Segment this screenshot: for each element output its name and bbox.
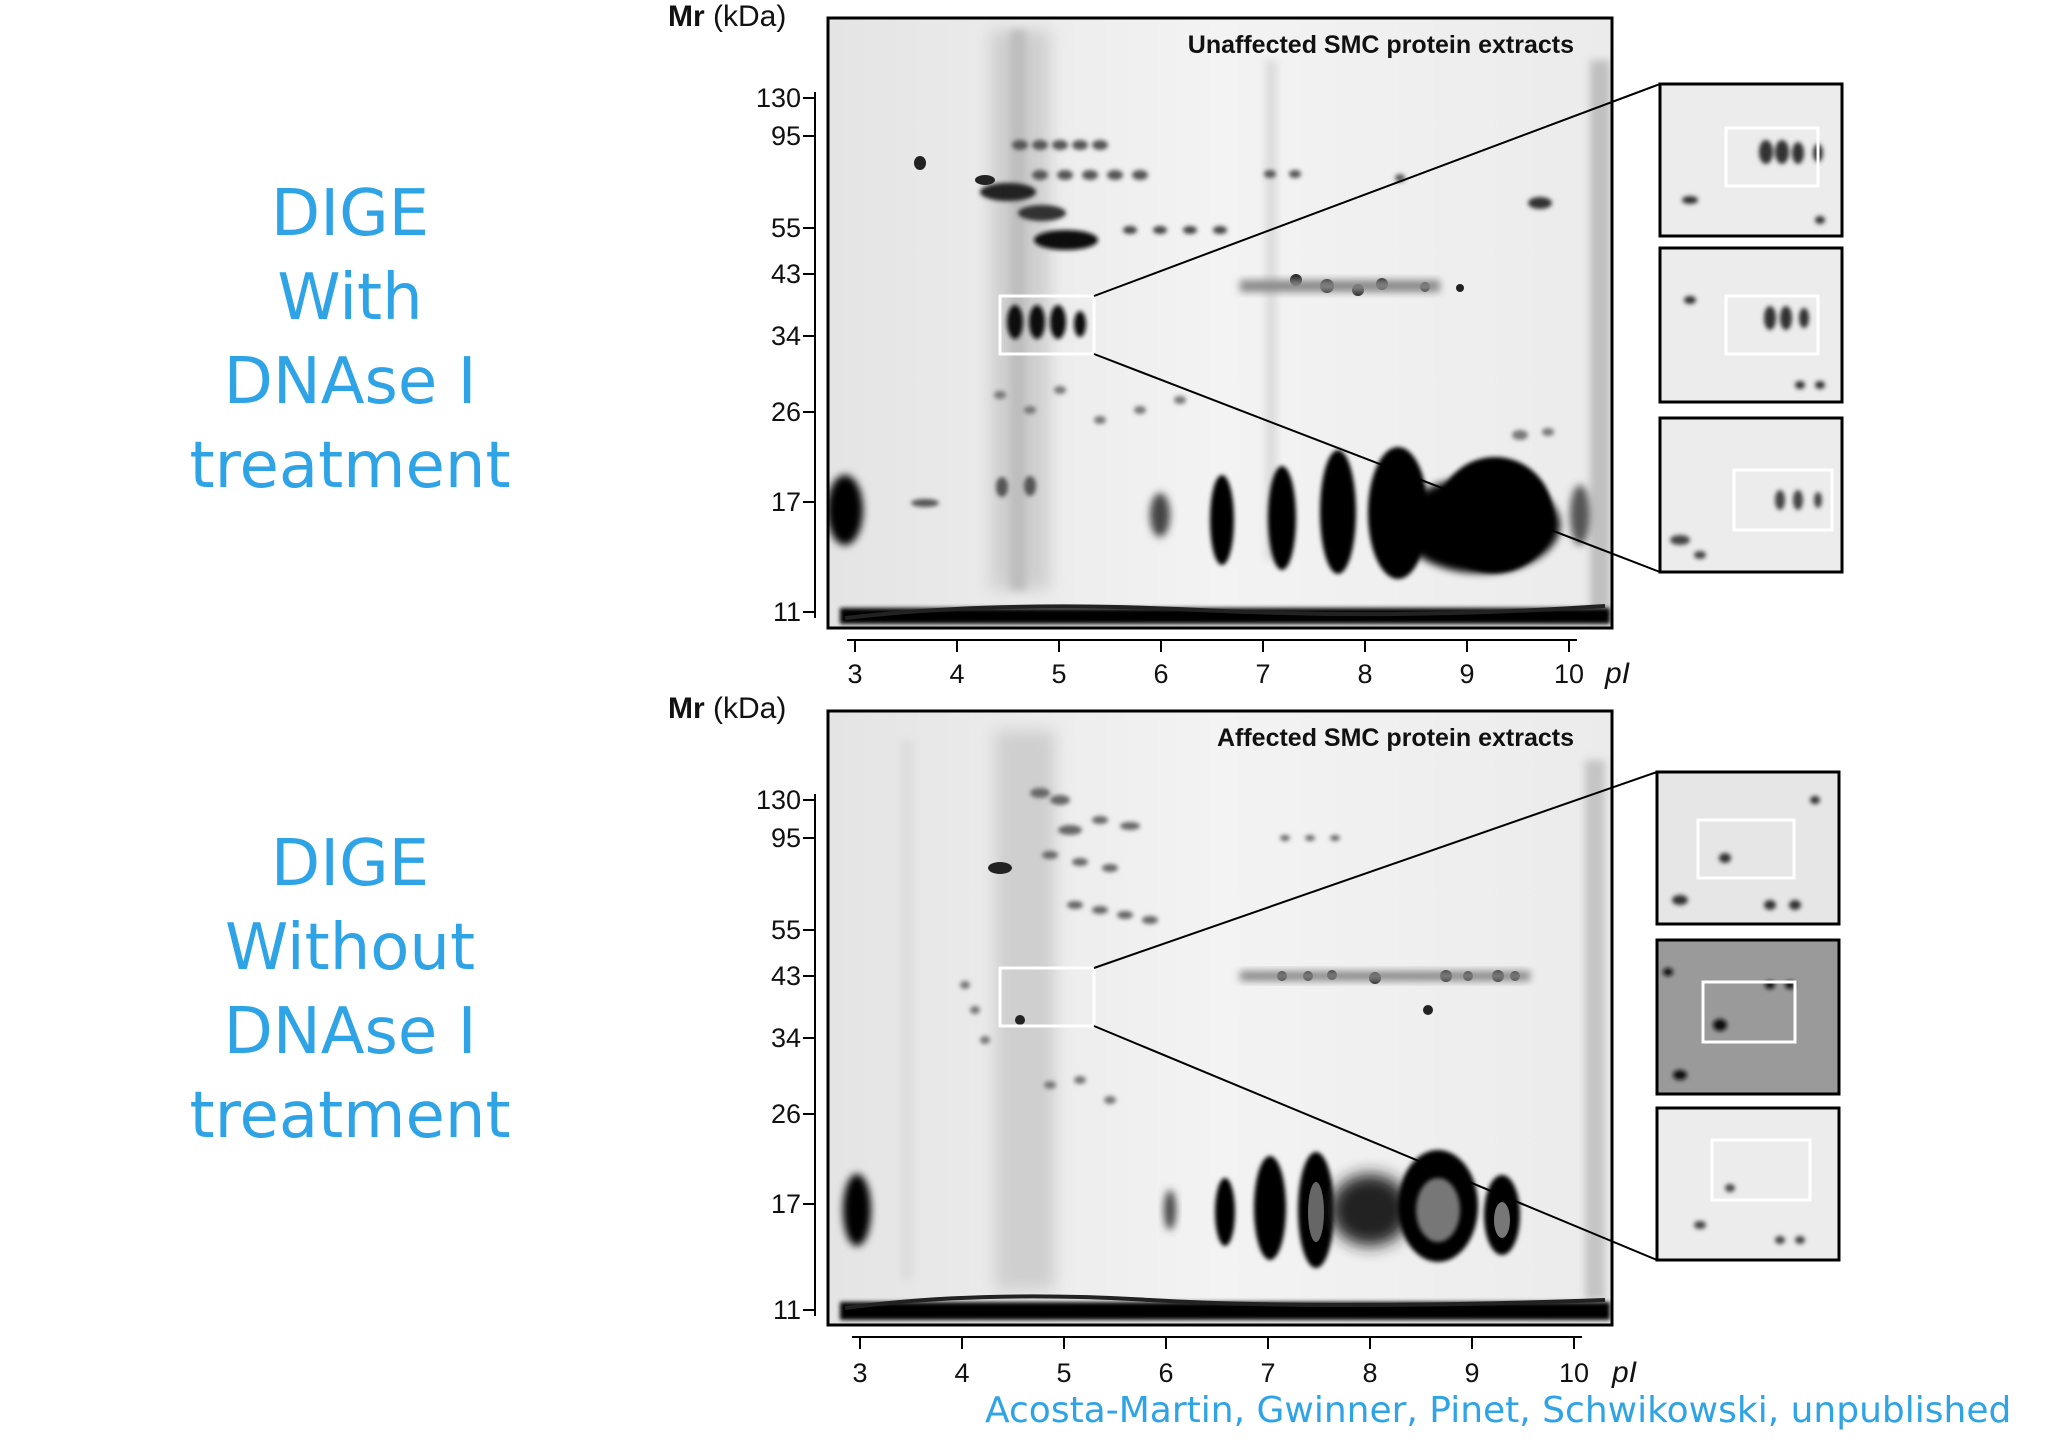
mr-tick-label: 34 bbox=[771, 1023, 801, 1053]
pi-tick-label: 9 bbox=[1464, 1358, 1479, 1388]
pi-tick-label: 7 bbox=[1260, 1358, 1275, 1388]
citation: Acosta-Martin, Gwinner, Pinet, Schwikows… bbox=[985, 1390, 2012, 1431]
inset-panel bbox=[1658, 246, 1844, 404]
mr-symbol: Mr bbox=[668, 0, 705, 33]
pi-tick-label: 10 bbox=[1559, 1358, 1589, 1388]
zoom-connector-line bbox=[1093, 353, 1661, 573]
mr-tick-label: 55 bbox=[771, 915, 801, 945]
gel-title: Affected SMC protein extracts bbox=[1217, 724, 1574, 752]
mr-tick-label: 55 bbox=[771, 213, 801, 243]
inset-panel bbox=[1655, 770, 1841, 926]
zoom-connector-line bbox=[1093, 1025, 1658, 1261]
gel-title: Unaffected SMC protein extracts bbox=[1188, 31, 1574, 59]
label-line: treatment bbox=[189, 1079, 511, 1153]
mr-tick-label: 95 bbox=[771, 823, 801, 853]
zoom-selection-box bbox=[998, 294, 1096, 356]
pi-tick-label: 8 bbox=[1362, 1358, 1377, 1388]
pi-tick-label: 6 bbox=[1158, 1358, 1173, 1388]
label-line: DIGE bbox=[270, 827, 430, 901]
mr-tick-label: 130 bbox=[756, 83, 801, 113]
label-line: DIGE bbox=[270, 177, 430, 251]
pi-tick-label: 5 bbox=[1051, 659, 1066, 689]
pi-tick-label: 5 bbox=[1056, 1358, 1071, 1388]
pi-tick-label: 8 bbox=[1357, 659, 1372, 689]
inset-panel bbox=[1658, 416, 1844, 574]
mr-unit: (kDa) bbox=[713, 692, 787, 725]
gel-top: Unaffected SMC protein extracts bbox=[826, 16, 1844, 630]
mr-symbol: Mr bbox=[668, 692, 705, 725]
mr-tick-label: 43 bbox=[771, 961, 801, 991]
mr-tick-label: 17 bbox=[771, 487, 801, 517]
pi-tick-label: 3 bbox=[852, 1358, 867, 1388]
pi-tick-label: 4 bbox=[949, 659, 964, 689]
pi-axis-symbol: pI bbox=[1604, 657, 1630, 690]
pi-tick-label: 7 bbox=[1255, 659, 1270, 689]
mr-tick-label: 43 bbox=[771, 259, 801, 289]
inset-panel bbox=[1655, 1106, 1841, 1262]
label-line: DNAse I bbox=[223, 345, 477, 419]
pi-tick-label: 4 bbox=[954, 1358, 969, 1388]
pi-tick-label: 3 bbox=[847, 659, 862, 689]
zoom-connector-line bbox=[1093, 771, 1658, 969]
mr-axis-header-top: Mr (kDa) bbox=[668, 0, 786, 34]
gel-bottom: Affected SMC protein extracts bbox=[826, 709, 1841, 1327]
label-line: Without bbox=[224, 911, 476, 985]
pi-tick-label: 10 bbox=[1554, 659, 1584, 689]
condition-label-without-dnase: DIGE Without DNAse I treatment bbox=[150, 822, 550, 1158]
mr-axis-header-bottom: Mr (kDa) bbox=[668, 692, 786, 726]
mr-tick-label: 11 bbox=[773, 1295, 801, 1325]
inset-panel bbox=[1658, 82, 1844, 238]
label-line: treatment bbox=[189, 429, 511, 503]
zoom-selection-box bbox=[998, 966, 1096, 1028]
condition-label-with-dnase: DIGE With DNAse I treatment bbox=[150, 172, 550, 508]
pi-tick-label: 9 bbox=[1459, 659, 1474, 689]
label-line: DNAse I bbox=[223, 995, 477, 1069]
zoom-connector-line bbox=[1093, 83, 1661, 297]
mr-tick-label: 17 bbox=[771, 1189, 801, 1219]
mr-tick-label: 26 bbox=[771, 397, 801, 427]
mr-tick-label: 130 bbox=[756, 785, 801, 815]
inset-panel bbox=[1655, 938, 1841, 1096]
pi-tick-label: 6 bbox=[1153, 659, 1168, 689]
mr-tick-label: 34 bbox=[771, 321, 801, 351]
mr-tick-label: 95 bbox=[771, 121, 801, 151]
mr-tick-label: 26 bbox=[771, 1099, 801, 1129]
pi-axis-symbol: pI bbox=[1611, 1356, 1637, 1389]
gel-spots bbox=[840, 730, 1610, 1320]
mr-unit: (kDa) bbox=[713, 0, 787, 33]
label-line: With bbox=[277, 261, 423, 335]
mr-tick-label: 11 bbox=[773, 597, 801, 627]
